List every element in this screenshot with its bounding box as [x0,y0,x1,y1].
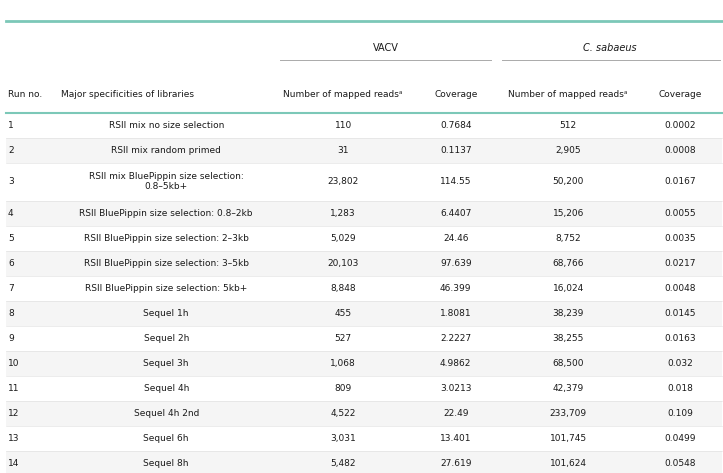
Text: 6.4407: 6.4407 [440,209,471,218]
Text: Sequel 8h: Sequel 8h [143,459,189,468]
Text: 22.49: 22.49 [443,409,469,418]
Text: RSII BluePippin size selection: 3–5kb: RSII BluePippin size selection: 3–5kb [84,259,249,268]
Text: 527: 527 [335,334,352,343]
Text: 2: 2 [8,146,14,155]
Text: 16,024: 16,024 [552,284,583,293]
Text: 0.0163: 0.0163 [664,334,696,343]
Text: RSII BluePippin size selection: 0.8–2kb: RSII BluePippin size selection: 0.8–2kb [80,209,253,218]
Text: 512: 512 [560,121,577,130]
Text: 3.0213: 3.0213 [440,384,471,393]
Text: 50,200: 50,200 [552,177,584,186]
Text: 38,239: 38,239 [552,309,584,318]
Bar [6,351,722,376]
Bar [6,251,722,276]
Text: 1,283: 1,283 [330,209,356,218]
Text: 233,709: 233,709 [549,409,587,418]
Text: 5,482: 5,482 [330,459,356,468]
Text: 0.1137: 0.1137 [440,146,471,155]
Text: 10: 10 [8,359,20,368]
Text: 809: 809 [335,384,352,393]
Text: 5: 5 [8,234,14,243]
Text: Major specificities of libraries: Major specificities of libraries [61,89,194,99]
Text: 0.0145: 0.0145 [664,309,696,318]
Text: 15,206: 15,206 [552,209,584,218]
Text: 0.0217: 0.0217 [664,259,696,268]
Text: 97.639: 97.639 [440,259,471,268]
Text: 13: 13 [8,434,20,443]
Text: 68,766: 68,766 [552,259,584,268]
Text: 455: 455 [335,309,352,318]
Text: 3,031: 3,031 [330,434,356,443]
Text: 27.619: 27.619 [440,459,471,468]
Text: 0.0008: 0.0008 [664,146,696,155]
Text: 4: 4 [8,209,14,218]
Text: 0.018: 0.018 [667,384,693,393]
Text: 2.2227: 2.2227 [440,334,471,343]
Text: 0.032: 0.032 [667,359,693,368]
Text: 23,802: 23,802 [328,177,359,186]
Text: 5,029: 5,029 [330,234,356,243]
Text: 4.9862: 4.9862 [440,359,471,368]
Text: 13.401: 13.401 [440,434,471,443]
Bar [6,301,722,326]
Text: 20,103: 20,103 [328,259,359,268]
Text: RSII mix BluePippin size selection:
0.8–5kb+: RSII mix BluePippin size selection: 0.8–… [89,172,244,191]
Text: 0.0167: 0.0167 [664,177,696,186]
Text: 31: 31 [338,146,349,155]
Text: 8: 8 [8,309,14,318]
Text: Number of mapped readsᵃ: Number of mapped readsᵃ [283,89,403,99]
Text: 7: 7 [8,284,14,293]
Text: 101,624: 101,624 [549,459,586,468]
Text: 0.0055: 0.0055 [664,209,696,218]
Text: 1.8081: 1.8081 [440,309,471,318]
Text: 0.109: 0.109 [667,409,693,418]
Text: 0.0002: 0.0002 [664,121,696,130]
Text: Run no.: Run no. [8,89,42,99]
Text: 9: 9 [8,334,14,343]
Text: 101,745: 101,745 [549,434,587,443]
Text: 0.0548: 0.0548 [664,459,696,468]
Text: 14: 14 [8,459,20,468]
Text: 24.46: 24.46 [443,234,469,243]
Text: Sequel 4h 2nd: Sequel 4h 2nd [134,409,199,418]
Text: RSII BluePippin size selection: 5kb+: RSII BluePippin size selection: 5kb+ [85,284,247,293]
Text: 8,848: 8,848 [330,284,356,293]
Text: Sequel 4h: Sequel 4h [144,384,189,393]
Text: 1,068: 1,068 [330,359,356,368]
Text: 2,905: 2,905 [555,146,581,155]
Text: Sequel 6h: Sequel 6h [143,434,189,443]
Bar [6,451,722,473]
Text: Coverage: Coverage [434,89,477,99]
Text: 8,752: 8,752 [555,234,581,243]
Text: 110: 110 [335,121,352,130]
Text: RSII BluePippin size selection: 2–3kb: RSII BluePippin size selection: 2–3kb [84,234,249,243]
Text: 3: 3 [8,177,14,186]
Text: 0.7684: 0.7684 [440,121,471,130]
Text: 38,255: 38,255 [552,334,584,343]
Text: Sequel 2h: Sequel 2h [144,334,189,343]
Text: Number of mapped readsᵃ: Number of mapped readsᵃ [508,89,628,99]
Bar [6,138,722,163]
Text: 0.0048: 0.0048 [664,284,696,293]
Text: 114.55: 114.55 [440,177,471,186]
Text: Coverage: Coverage [658,89,701,99]
Text: 0.0499: 0.0499 [664,434,696,443]
Text: 46.399: 46.399 [440,284,471,293]
Bar [6,201,722,226]
Text: 12: 12 [8,409,20,418]
Bar [6,401,722,426]
Text: 1: 1 [8,121,14,130]
Text: C. sabaeus: C. sabaeus [583,44,637,53]
Text: 4,522: 4,522 [330,409,356,418]
Text: 0.0035: 0.0035 [664,234,696,243]
Text: VACV: VACV [373,44,398,53]
Text: RSII mix no size selection: RSII mix no size selection [108,121,224,130]
Text: 68,500: 68,500 [552,359,584,368]
Text: 11: 11 [8,384,20,393]
Text: 42,379: 42,379 [552,384,583,393]
Text: RSII mix random primed: RSII mix random primed [111,146,221,155]
Text: Sequel 1h: Sequel 1h [143,309,189,318]
Text: Sequel 3h: Sequel 3h [143,359,189,368]
Text: 6: 6 [8,259,14,268]
